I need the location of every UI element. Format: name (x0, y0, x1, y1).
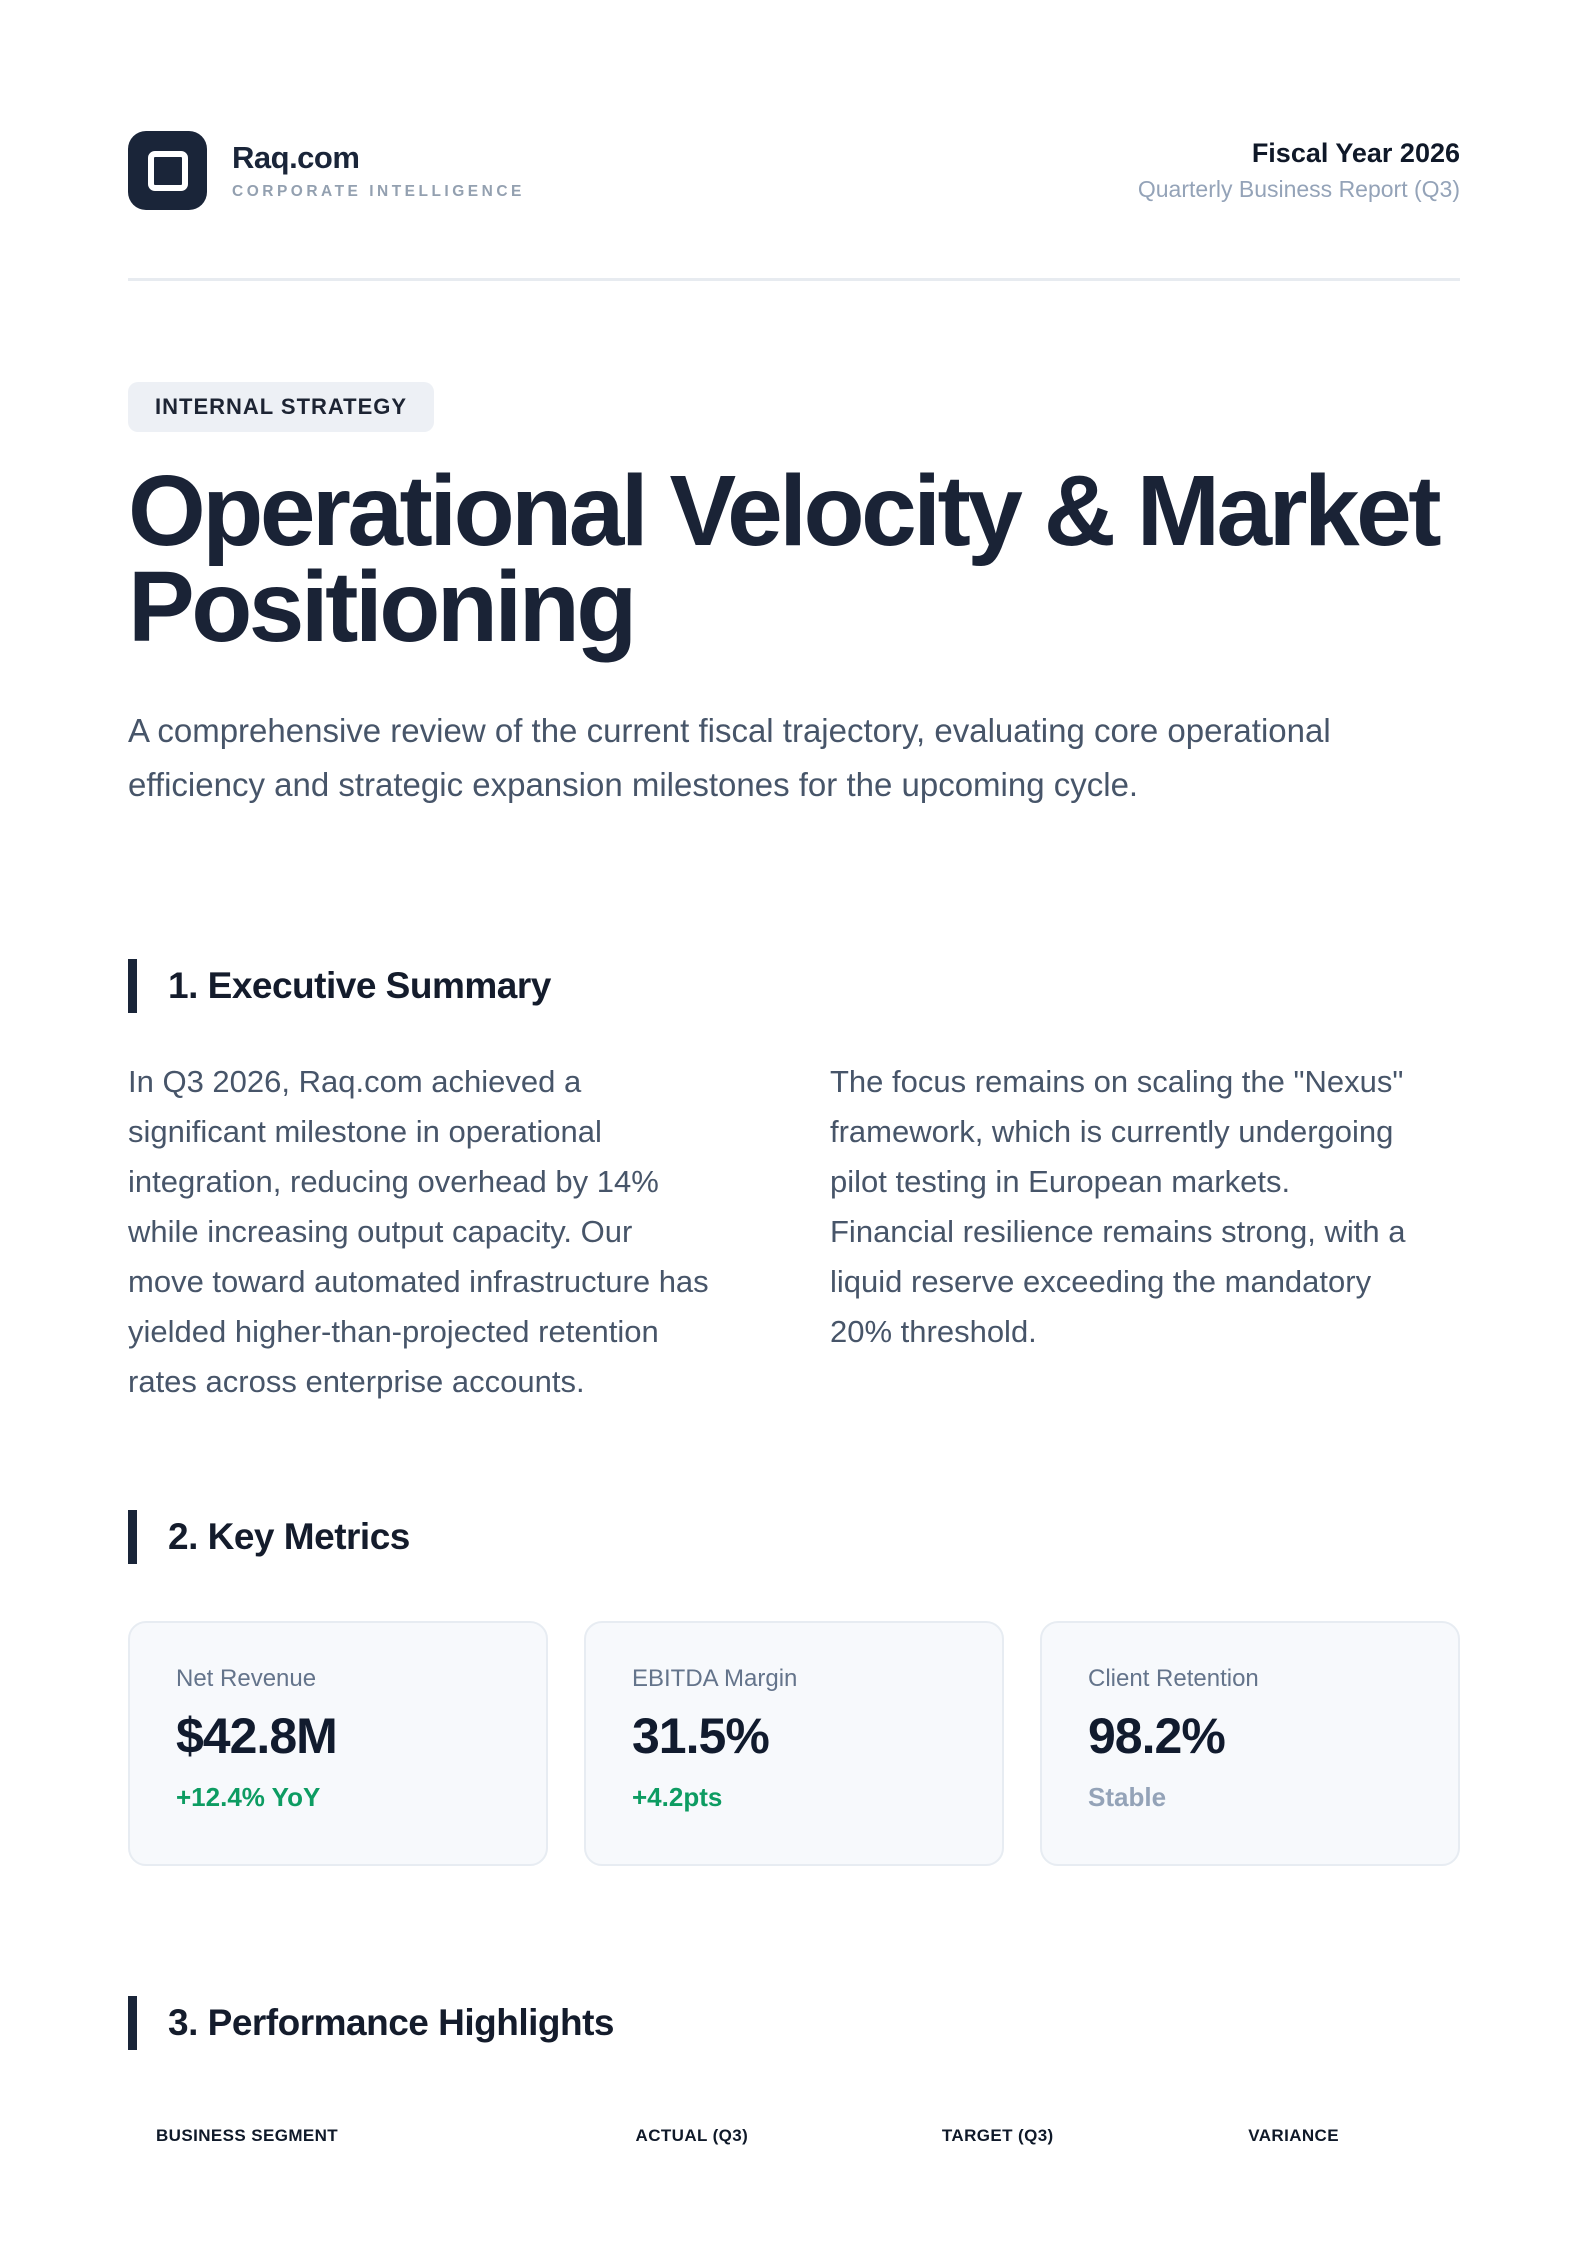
square-glyph-icon (147, 150, 188, 191)
metric-card-ebitda-margin: EBITDA Margin 31.5% +4.2pts (584, 1621, 1004, 1866)
section-performance-highlights: 3. Performance Highlights BUSINESS SEGME… (128, 1996, 1460, 2164)
metric-delta: Stable (1088, 1782, 1167, 1812)
metric-label: Client Retention (1088, 1665, 1259, 1692)
table-header-row: BUSINESS SEGMENT ACTUAL (Q3) TARGET (Q3)… (128, 2126, 1460, 2164)
column-header-actual-q3: ACTUAL (Q3) (635, 2126, 749, 2145)
section-key-metrics: 2. Key Metrics Net Revenue $42.8M +12.4%… (128, 1510, 1460, 1866)
brand-tagline: CORPORATE INTELLIGENCE (232, 183, 525, 200)
section-executive-summary: 1. Executive Summary In Q3 2026, Raq.com… (128, 959, 1460, 1407)
section-title: 3. Performance Highlights (168, 2002, 615, 2043)
metric-delta: +12.4% YoY (176, 1782, 321, 1812)
page-title: Operational Velocity & Market Positionin… (128, 455, 1442, 663)
summary-paragraph-right: The focus remains on scaling the "Nexus"… (830, 1064, 1406, 1349)
section-heading-row: 3. Performance Highlights (128, 1996, 1460, 2050)
section-accent-bar (128, 959, 137, 1013)
header-divider (128, 278, 1460, 281)
report-page: Raq.com CORPORATE INTELLIGENCE Fiscal Ye… (128, 131, 1460, 2164)
summary-paragraph-left: In Q3 2026, Raq.com achieved a significa… (128, 1064, 709, 1399)
column-header-business-segment: BUSINESS SEGMENT (156, 2126, 339, 2145)
section-heading-row: 1. Executive Summary (128, 959, 1460, 1013)
column-header-target-q3: TARGET (Q3) (941, 2126, 1054, 2145)
report-subtitle: Quarterly Business Report (Q3) (1137, 176, 1460, 202)
metric-value: 31.5% (632, 1708, 770, 1764)
metric-cards: Net Revenue $42.8M +12.4% YoY EBITDA Mar… (128, 1621, 1460, 1866)
masthead: Raq.com CORPORATE INTELLIGENCE Fiscal Ye… (128, 131, 1460, 210)
page-lede: A comprehensive review of the current fi… (128, 712, 1331, 803)
metric-value: 98.2% (1088, 1708, 1226, 1764)
metric-label: Net Revenue (176, 1665, 317, 1692)
metric-label: EBITDA Margin (632, 1665, 798, 1692)
metric-delta: +4.2pts (632, 1782, 723, 1812)
section-heading-row: 2. Key Metrics (128, 1510, 1460, 1564)
brand-name: Raq.com (232, 140, 360, 175)
section-accent-bar (128, 1510, 137, 1564)
internal-strategy-badge: INTERNAL STRATEGY (128, 382, 435, 432)
brand-text: Raq.com CORPORATE INTELLIGENCE (232, 140, 525, 201)
metric-card-net-revenue: Net Revenue $42.8M +12.4% YoY (128, 1621, 548, 1866)
section-accent-bar (128, 1996, 137, 2050)
brand-logo-icon (128, 131, 207, 210)
summary-columns: In Q3 2026, Raq.com achieved a significa… (128, 1057, 1460, 1407)
metric-value: $42.8M (176, 1708, 338, 1764)
column-header-variance: VARIANCE (1248, 2126, 1339, 2145)
section-title: 1. Executive Summary (168, 965, 551, 1006)
metric-card-client-retention: Client Retention 98.2% Stable (1040, 1621, 1460, 1866)
brand-block: Raq.com CORPORATE INTELLIGENCE (128, 131, 525, 210)
performance-table: BUSINESS SEGMENT ACTUAL (Q3) TARGET (Q3)… (128, 2126, 1460, 2164)
fiscal-year: Fiscal Year 2026 (1251, 138, 1460, 168)
section-title: 2. Key Metrics (168, 1516, 410, 1557)
report-meta: Fiscal Year 2026 Quarterly Business Repo… (1138, 138, 1460, 203)
